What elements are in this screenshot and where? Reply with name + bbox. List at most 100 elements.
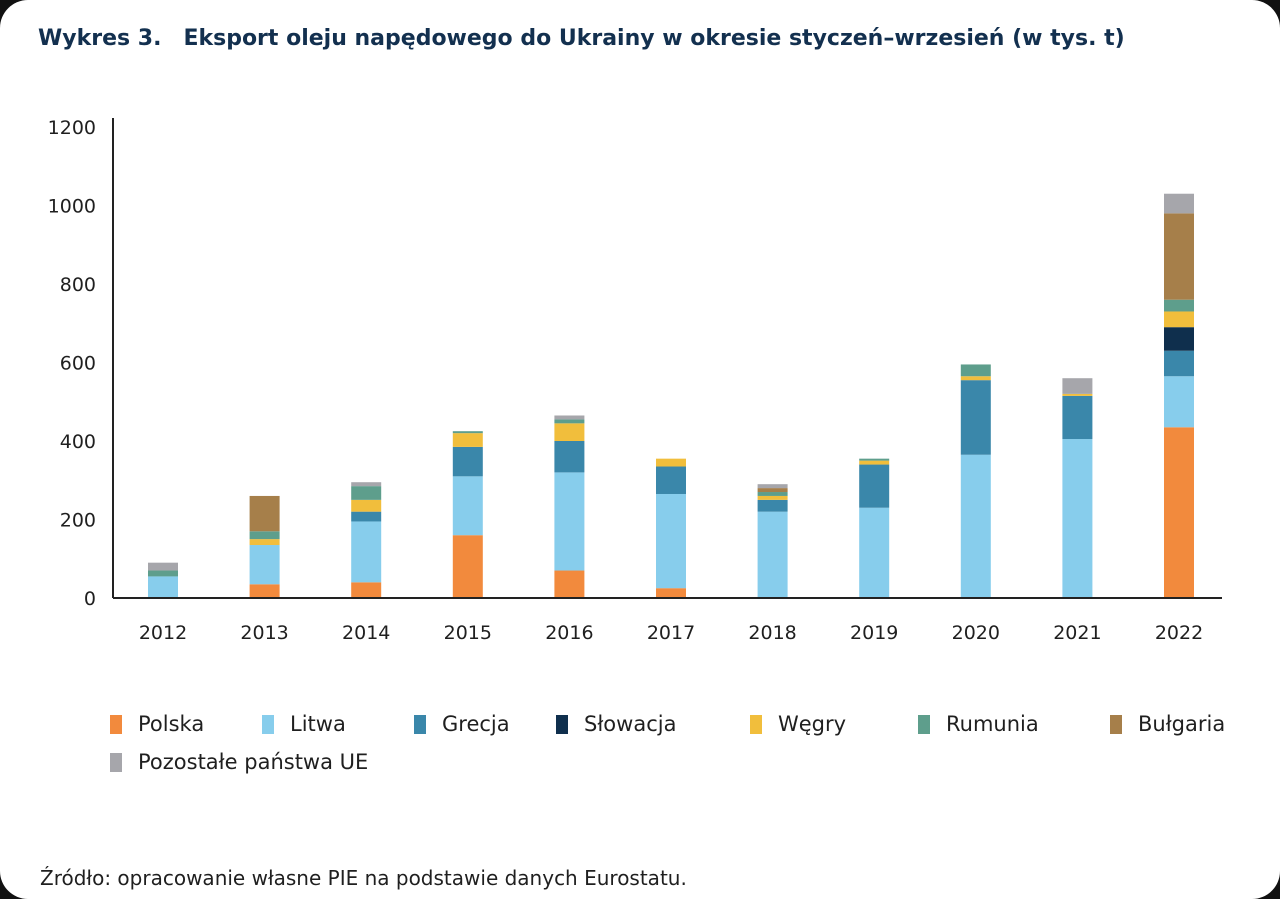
x-tick-label: 2013 xyxy=(240,622,288,644)
bar-segment xyxy=(351,521,382,583)
y-axis: 0 200 400 600 800 1000 1200 xyxy=(48,117,114,610)
chart-title-number: Wykres 3. xyxy=(38,26,162,51)
legend-item: Rumunia xyxy=(918,712,1039,736)
bar-segment xyxy=(859,464,890,508)
legend-swatch xyxy=(1110,714,1122,734)
bar-segment xyxy=(1164,193,1194,214)
chart-title-text: Eksport oleju napędowego do Ukrainy w ok… xyxy=(183,26,1125,51)
bar-segment xyxy=(554,570,585,598)
bar-segment xyxy=(1062,395,1093,440)
legend-swatch xyxy=(414,714,426,734)
bar-segment xyxy=(960,376,991,381)
bar-segment xyxy=(249,539,280,546)
y-tick-label: 400 xyxy=(60,431,96,453)
bar-segment xyxy=(351,499,382,512)
x-tick-label: 2020 xyxy=(952,622,1000,644)
bar-segment xyxy=(656,466,686,494)
bar-segment xyxy=(554,441,585,473)
bar-segment xyxy=(757,484,788,489)
y-tick-label: 800 xyxy=(60,274,96,296)
bar-segment xyxy=(148,570,178,577)
x-tick-label: 2012 xyxy=(139,622,187,644)
x-tick-label: 2019 xyxy=(850,622,898,644)
legend-swatch xyxy=(556,714,568,734)
x-tick-label: 2017 xyxy=(647,622,695,644)
bar-segment xyxy=(452,431,483,434)
legend-label: Rumunia xyxy=(946,712,1039,736)
bar-segment xyxy=(452,446,483,477)
bar-segment xyxy=(351,482,382,487)
bar-segment xyxy=(1164,350,1194,377)
legend-label: Słowacja xyxy=(584,712,677,736)
bar-segment xyxy=(554,423,585,441)
y-tick-label: 1200 xyxy=(48,117,96,139)
legend-swatch xyxy=(262,714,274,734)
x-tick-label: 2015 xyxy=(444,622,492,644)
bar-segment xyxy=(656,588,686,598)
bar-segment xyxy=(452,535,483,598)
bar-segment xyxy=(757,495,788,500)
bar-segment xyxy=(656,493,686,589)
bar-segment xyxy=(960,364,991,377)
bar-segment xyxy=(249,531,280,540)
bar-segment xyxy=(1062,393,1093,396)
bar-segment xyxy=(452,433,483,447)
bar-segment xyxy=(148,576,178,598)
legend-item: Węgry xyxy=(750,712,846,736)
legend-label: Pozostałe państwa UE xyxy=(138,750,369,774)
x-tick-label: 2014 xyxy=(342,622,390,644)
legend-label: Polska xyxy=(138,712,205,736)
x-tick-label: 2016 xyxy=(545,622,593,644)
bar-segment xyxy=(1164,327,1194,351)
legend-label: Bułgaria xyxy=(1138,712,1226,736)
bar-segment xyxy=(1164,213,1194,300)
chart-plot: 0 200 400 600 800 1000 1200 2012 2013 2014 2015 20… xyxy=(48,117,1222,644)
chart-title: Wykres 3. Eksport oleju napędowego do Ukr… xyxy=(38,26,1125,51)
y-tick-label: 200 xyxy=(60,510,96,532)
legend-swatch xyxy=(110,714,122,734)
legend-label: Grecja xyxy=(442,712,510,736)
bar-segment xyxy=(1164,427,1194,598)
legend-swatch xyxy=(750,714,762,734)
bar-segment xyxy=(757,488,788,493)
bar-segment xyxy=(554,472,585,571)
bar-segment xyxy=(452,476,483,536)
bar-segment xyxy=(757,499,788,512)
y-tick-label: 0 xyxy=(84,588,96,610)
bar-segment xyxy=(1164,299,1194,312)
y-tick-label: 600 xyxy=(60,353,96,375)
legend-item: Pozostałe państwa UE xyxy=(110,750,368,774)
bar-segment xyxy=(859,507,890,598)
bar-segment xyxy=(351,511,382,522)
bar-segment xyxy=(859,460,890,465)
bar-segment xyxy=(960,454,991,598)
bar-segment xyxy=(1164,311,1194,328)
bars-group xyxy=(148,193,1194,598)
x-tick-label: 2021 xyxy=(1053,622,1101,644)
bar-segment xyxy=(249,545,280,585)
bar-segment xyxy=(554,415,585,420)
legend-item: Litwa xyxy=(262,712,346,736)
legend-item: Polska xyxy=(110,712,204,736)
legend-label: Węgry xyxy=(778,712,847,736)
legend-label: Litwa xyxy=(290,712,346,736)
legend-item: Słowacja xyxy=(556,712,676,736)
y-tick-label: 1000 xyxy=(48,196,96,218)
bar-segment xyxy=(148,562,178,571)
bar-segment xyxy=(249,584,280,598)
bar-segment xyxy=(757,511,788,598)
bar-segment xyxy=(960,380,991,455)
bar-segment xyxy=(1062,378,1093,394)
bar-segment xyxy=(351,582,382,598)
source-note: Źródło: opracowanie własne PIE na podsta… xyxy=(40,866,687,890)
bar-segment xyxy=(351,486,382,500)
legend-swatch xyxy=(918,714,930,734)
x-tick-label: 2022 xyxy=(1155,622,1203,644)
legend-item: Grecja xyxy=(414,712,510,736)
legend-swatch xyxy=(110,752,122,772)
bar-segment xyxy=(1062,439,1093,598)
bar-segment xyxy=(249,495,280,532)
legend-item: Bułgaria xyxy=(1110,712,1225,736)
bar-segment xyxy=(656,458,686,467)
